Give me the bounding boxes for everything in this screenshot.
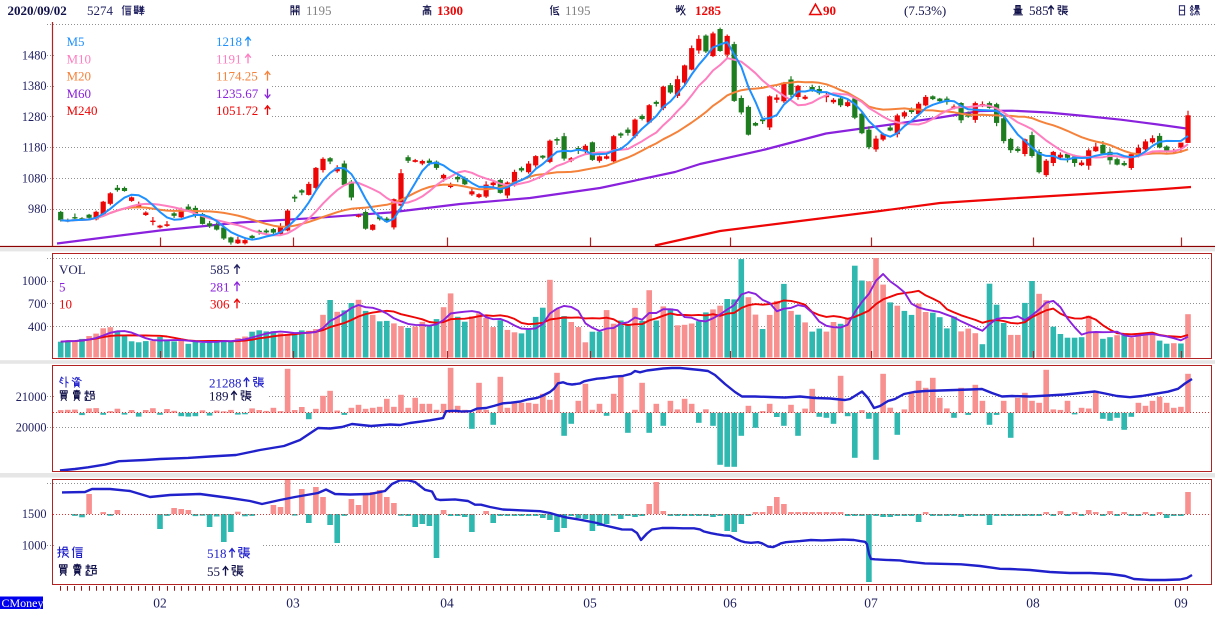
svg-text:1174.25: 1174.25 xyxy=(216,69,258,84)
svg-text:20000: 20000 xyxy=(16,420,47,434)
svg-text:281: 281 xyxy=(210,279,230,294)
svg-text:1235.67: 1235.67 xyxy=(216,86,259,101)
svg-text:2020/09/02: 2020/09/02 xyxy=(8,3,67,18)
svg-text:5: 5 xyxy=(59,279,66,294)
svg-text:10: 10 xyxy=(59,297,72,312)
svg-text:21000: 21000 xyxy=(16,390,47,404)
svg-text:980: 980 xyxy=(28,202,46,216)
svg-text:M5: M5 xyxy=(67,34,85,49)
svg-text:700: 700 xyxy=(28,297,46,311)
svg-text:1195: 1195 xyxy=(565,3,591,18)
svg-text:1191: 1191 xyxy=(216,51,242,66)
svg-text:1000: 1000 xyxy=(22,274,47,288)
svg-text:05: 05 xyxy=(583,596,597,611)
svg-text:585: 585 xyxy=(1029,3,1049,18)
svg-text:306: 306 xyxy=(210,297,230,312)
svg-text:1280: 1280 xyxy=(22,110,47,124)
svg-text:1380: 1380 xyxy=(22,79,47,93)
svg-text:1500: 1500 xyxy=(22,507,47,521)
svg-text:03: 03 xyxy=(286,596,300,611)
svg-text:1218: 1218 xyxy=(216,34,242,49)
svg-text:CMoney: CMoney xyxy=(2,596,44,610)
svg-text:M10: M10 xyxy=(67,51,92,66)
svg-text:1000: 1000 xyxy=(22,539,47,553)
svg-text:1080: 1080 xyxy=(22,171,47,185)
svg-text:04: 04 xyxy=(440,596,454,611)
svg-text:400: 400 xyxy=(28,320,46,334)
svg-text:189: 189 xyxy=(209,389,229,404)
svg-text:1480: 1480 xyxy=(22,48,47,62)
svg-text:06: 06 xyxy=(723,596,737,611)
svg-text:M20: M20 xyxy=(67,69,92,84)
svg-text:518: 518 xyxy=(207,546,227,561)
svg-text:55: 55 xyxy=(207,564,220,579)
svg-text:07: 07 xyxy=(864,596,878,611)
svg-text:02: 02 xyxy=(153,596,167,611)
svg-text:21288: 21288 xyxy=(209,375,242,390)
svg-text:5274: 5274 xyxy=(87,3,114,18)
svg-text:08: 08 xyxy=(1026,596,1040,611)
svg-text:1285: 1285 xyxy=(695,3,722,18)
svg-text:M240: M240 xyxy=(67,103,98,118)
svg-text:M60: M60 xyxy=(67,86,92,101)
svg-text:(7.53%): (7.53%) xyxy=(904,3,946,18)
svg-text:1195: 1195 xyxy=(306,3,332,18)
svg-text:90: 90 xyxy=(823,3,836,18)
svg-text:VOL: VOL xyxy=(59,262,86,277)
svg-text:1051.72: 1051.72 xyxy=(216,103,258,118)
svg-text:1180: 1180 xyxy=(22,141,46,155)
svg-text:585: 585 xyxy=(210,262,230,277)
svg-text:09: 09 xyxy=(1174,596,1188,611)
svg-text:1300: 1300 xyxy=(437,3,463,18)
